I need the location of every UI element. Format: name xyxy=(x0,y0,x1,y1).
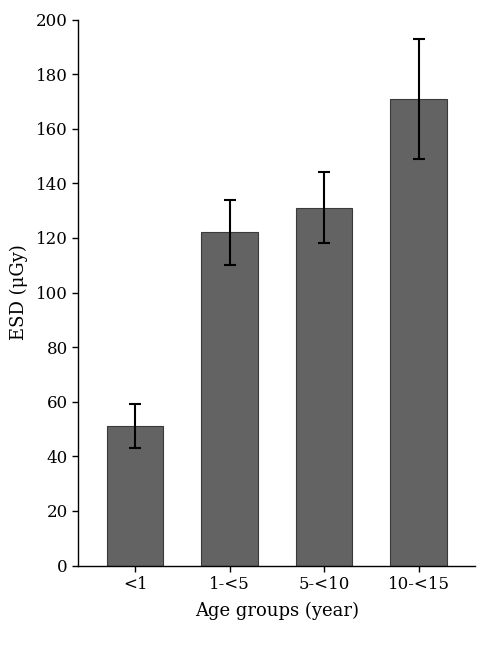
Bar xyxy=(107,426,164,566)
Bar xyxy=(296,208,352,566)
Bar xyxy=(390,99,447,566)
Bar xyxy=(201,233,258,566)
Y-axis label: ESD (μGy): ESD (μGy) xyxy=(9,244,28,341)
X-axis label: Age groups (year): Age groups (year) xyxy=(195,601,359,619)
